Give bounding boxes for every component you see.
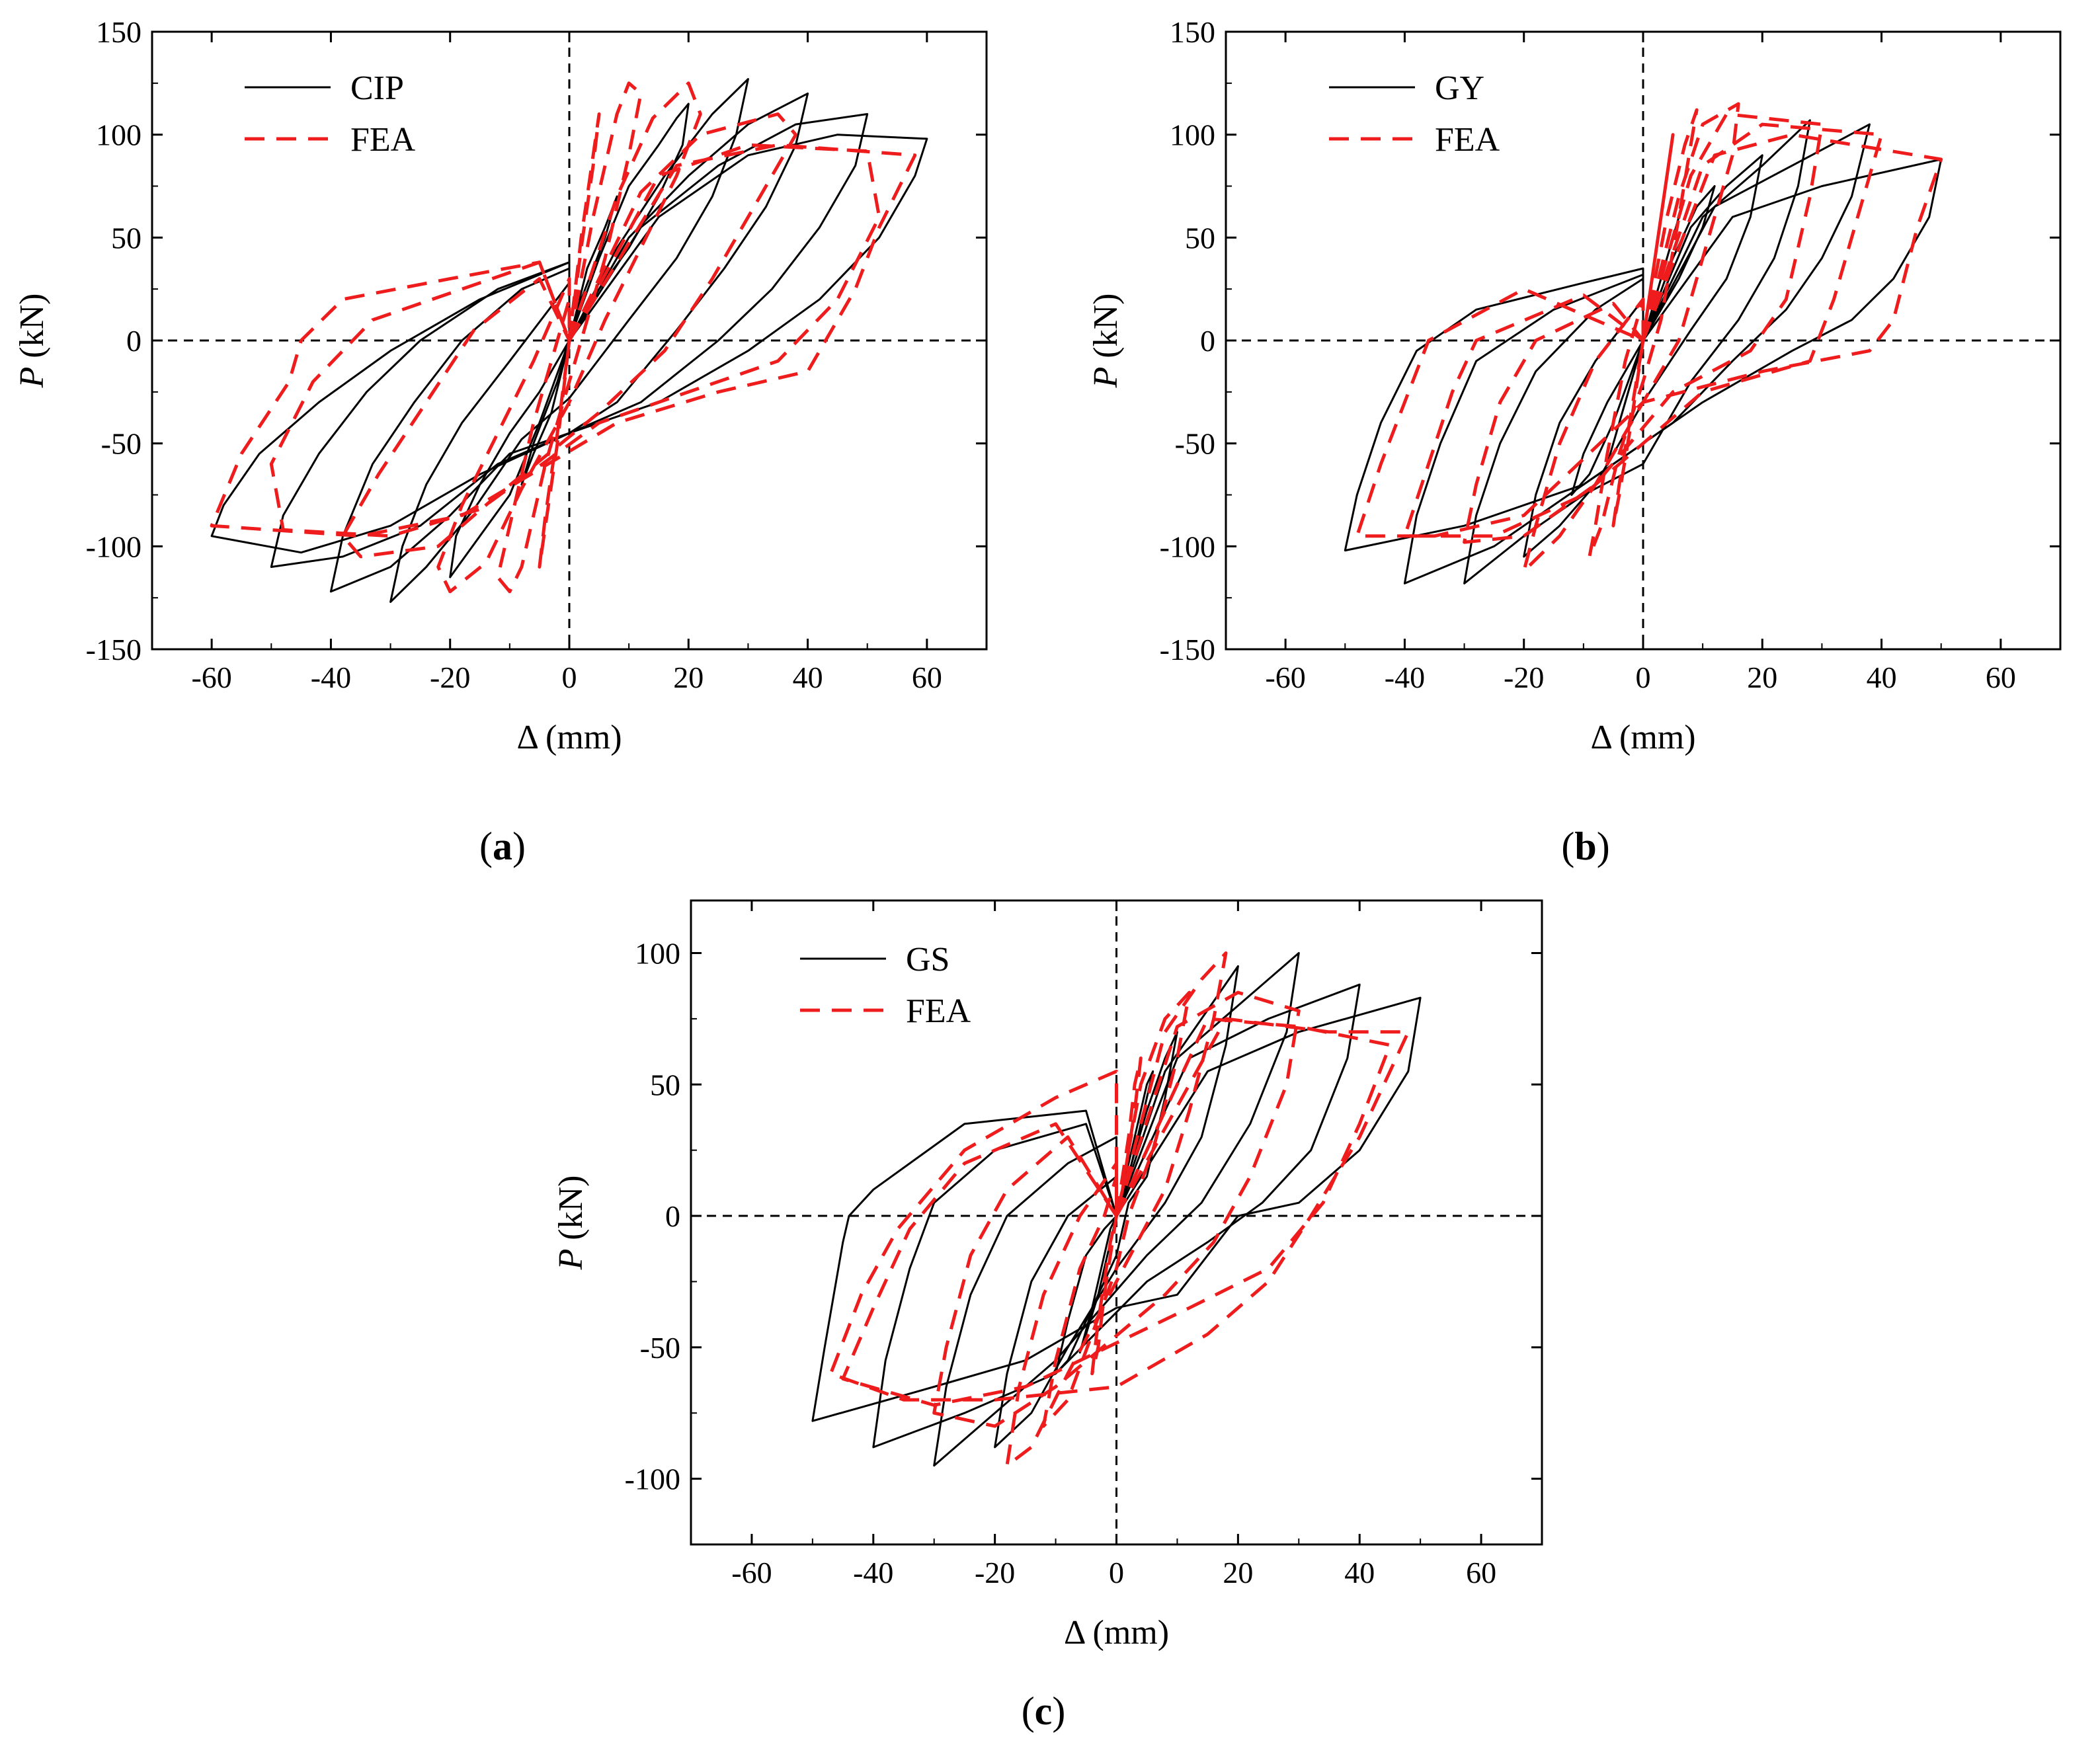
y-tick-label: 0 — [126, 324, 141, 358]
hysteresis-loop-fea-5 — [269, 143, 881, 538]
series-cip — [210, 78, 928, 603]
hysteresis-loop-fea-2 — [1041, 990, 1191, 1428]
chart-panel-b: -60 -40 -20 0 20 40 60 -150 -100 -50 0 50 100 150 Δ (m… — [1087, 15, 2062, 868]
x-tick-label: -20 — [1504, 660, 1544, 694]
hysteresis-loop-fea-5 — [841, 1017, 1392, 1407]
y-tick-label: 50 — [1185, 221, 1215, 255]
panel-label: (b) — [1561, 824, 1609, 868]
y-tick-label: 0 — [665, 1199, 680, 1233]
y-tick-label: -150 — [86, 633, 141, 666]
plot-area — [811, 951, 1422, 1468]
x-tick-label: 0 — [1636, 660, 1651, 694]
hysteresis-loop-gy-3 — [1523, 154, 1763, 558]
y-tick-label: 150 — [96, 15, 141, 49]
y-tick-label: 100 — [1170, 118, 1215, 152]
x-tick-label: 0 — [1109, 1556, 1124, 1589]
x-tick-label: 0 — [562, 660, 577, 694]
x-axis-title: Δ (mm) — [1590, 719, 1695, 756]
y-tick-label: -50 — [1175, 427, 1215, 461]
x-tick-label: -40 — [1385, 660, 1425, 694]
series-fea — [828, 951, 1410, 1468]
hysteresis-loop-cip-4 — [329, 92, 809, 593]
x-tick-label: 20 — [673, 660, 704, 694]
panel-label: (c) — [1022, 1689, 1066, 1733]
y-tick-label: 150 — [1170, 15, 1215, 49]
x-tick-label: 40 — [1344, 1556, 1375, 1589]
y-tick-label: -50 — [640, 1331, 680, 1365]
legend-label-fea: FEA — [350, 121, 416, 159]
x-tick-label: -20 — [430, 660, 470, 694]
x-tick-label: 20 — [1223, 1556, 1253, 1589]
hysteresis-loop-cip-6 — [210, 134, 928, 554]
x-tick-label: 60 — [912, 660, 942, 694]
x-tick-label: 20 — [1747, 660, 1777, 694]
x-tick-label: -60 — [731, 1556, 772, 1589]
y-tick-label: -50 — [101, 427, 141, 461]
plot-area — [1344, 102, 1943, 584]
y-tick-label: 100 — [96, 118, 141, 152]
hysteresis-loop-fea-5 — [1402, 122, 1884, 538]
series-fea — [1355, 102, 1943, 573]
y-tick-label: 0 — [1200, 324, 1215, 358]
hysteresis-loop-fea-2 — [496, 81, 643, 594]
hysteresis-loop-fea-4 — [341, 112, 797, 559]
hysteresis-loop-cip-3 — [389, 78, 749, 603]
hysteresis-loop-fea-6 — [1355, 133, 1943, 538]
x-tick-label: -20 — [975, 1556, 1015, 1589]
x-axis-title: Δ (mm) — [1064, 1614, 1169, 1652]
y-axis-title: P (kN) — [552, 1176, 590, 1271]
hysteresis-loop-gs-6 — [811, 996, 1422, 1422]
x-tick-label: -60 — [191, 660, 231, 694]
panel-label: (a) — [479, 824, 526, 868]
legend-label-gs: GS — [906, 941, 949, 979]
chart-panel-a: -60 -40 -20 0 20 40 60 -150 -100 -50 0 50 100 150 Δ (m… — [13, 15, 988, 868]
y-tick-label: 100 — [635, 937, 680, 971]
y-tick-label: -100 — [625, 1462, 680, 1496]
x-tick-label: 60 — [1466, 1556, 1496, 1589]
x-tick-label: -60 — [1265, 660, 1305, 694]
x-tick-label: 40 — [793, 660, 823, 694]
y-tick-label: 50 — [111, 221, 141, 255]
hysteresis-loop-fea-3 — [436, 81, 702, 594]
hysteresis-loop-fea-6 — [210, 143, 917, 538]
hysteresis-loop-fea-6 — [828, 1017, 1410, 1402]
legend-label-gy: GY — [1435, 69, 1484, 107]
plot-area — [210, 78, 928, 603]
y-tick-label: -150 — [1160, 633, 1215, 666]
y-axis-title: P (kN) — [13, 294, 51, 389]
legend-label-cip: CIP — [350, 69, 404, 107]
x-tick-label: 60 — [1986, 660, 2016, 694]
y-axis-title: P (kN) — [1087, 294, 1125, 389]
hysteresis-loop-fea-3 — [1522, 102, 1740, 573]
legend-label-fea: FEA — [1435, 121, 1500, 159]
legend-label-fea: FEA — [906, 992, 971, 1030]
hysteresis-loop-fea-4 — [932, 990, 1301, 1428]
y-tick-label: 50 — [650, 1068, 680, 1101]
hysteresis-loop-fea-2 — [1588, 108, 1699, 559]
x-tick-label: 40 — [1867, 660, 1897, 694]
y-tick-label: -100 — [86, 530, 141, 563]
x-tick-label: -40 — [853, 1556, 893, 1589]
x-axis-title: Δ (mm) — [516, 719, 622, 756]
hysteresis-loop-fea-3 — [1005, 951, 1228, 1468]
y-tick-label: -100 — [1160, 530, 1215, 563]
x-tick-label: -40 — [311, 660, 351, 694]
hysteresis-loop-fea-4 — [1463, 112, 1824, 544]
chart-panel-c: -60 -40 -20 0 20 40 60 -100 -50 0 50 100 Δ (mm) P (kN… — [552, 899, 1543, 1733]
series-fea — [210, 81, 917, 594]
